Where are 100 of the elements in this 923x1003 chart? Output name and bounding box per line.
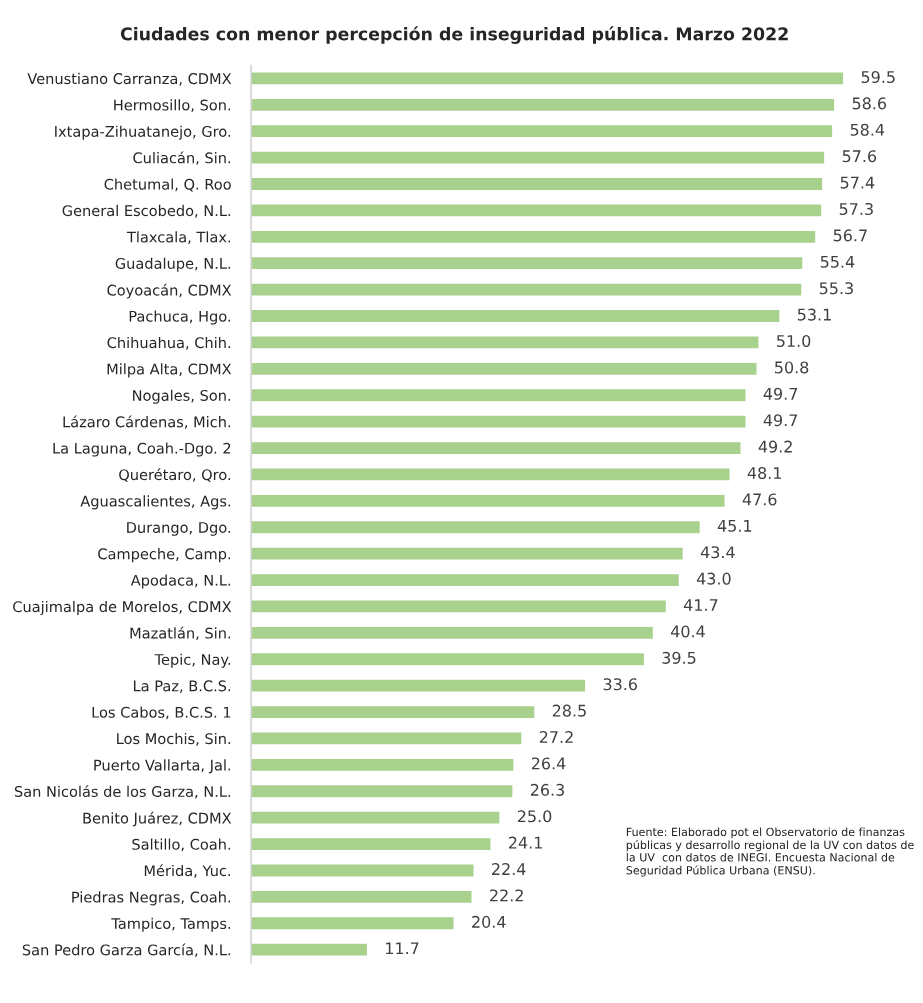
bar — [251, 335, 760, 350]
data-label: 24.1 — [508, 836, 542, 849]
bar — [251, 440, 742, 456]
bar — [251, 97, 836, 113]
data-label: 57.6 — [842, 150, 877, 163]
bar — [251, 414, 747, 429]
bar — [251, 783, 514, 799]
y-tick-label: Piedras Negras, Coah. — [72, 891, 231, 906]
y-tick-label: Tepic, Nay. — [154, 653, 231, 668]
data-label: 49.2 — [758, 440, 792, 453]
y-tick-label: Tlaxcala, Tlax. — [126, 231, 231, 245]
bar — [251, 308, 781, 324]
data-label: 58.6 — [852, 97, 887, 110]
bar — [251, 810, 501, 825]
bar — [251, 546, 685, 561]
data-label: 49.7 — [763, 414, 798, 427]
y-tick-label: Nogales, Son. — [133, 389, 231, 404]
bar — [251, 572, 681, 588]
y-tick-label: Ixtapa-Zihuatanejo, Gro. — [55, 125, 231, 140]
chart-title: Ciudades con menor percepción de inseguridad pública. Marzo 2022 — [120, 26, 788, 44]
data-label: 56.7 — [833, 229, 867, 242]
annotation: Fuente: Elaborado pot el Observatorio de finanzas públicas y desarrollo regional de la UV con datos de la UV con datos de INEGI. Encuesta Nacional de Seguridad Pública Urbana (ENSU). — [626, 827, 914, 877]
data-label: 45.1 — [717, 520, 752, 532]
data-label: 40.4 — [670, 625, 705, 638]
data-label: 39.5 — [662, 651, 696, 664]
y-tick-label: Los Mochis, Sin. — [117, 732, 231, 746]
data-label: 28.5 — [552, 704, 586, 717]
bar — [251, 467, 731, 482]
data-label: 27.2 — [539, 731, 573, 743]
y-tick-label: Tampico, Tamps. — [111, 917, 231, 932]
data-label: 57.4 — [840, 176, 875, 189]
y-tick-label: Hermosillo, Son. — [114, 99, 231, 113]
bar — [251, 651, 646, 667]
data-label: 33.6 — [603, 678, 638, 691]
bar — [251, 942, 369, 957]
y-tick-label: Mérida, Yuc. — [144, 864, 231, 878]
y-tick-label: Coyoacán, CDMX — [107, 283, 232, 299]
y-tick-label: Pachuca, Hgo. — [129, 310, 231, 325]
y-tick-label: Puerto Vallarta, Jal. — [94, 759, 231, 774]
data-label: 53.1 — [797, 308, 831, 321]
data-label: 55.4 — [820, 255, 855, 268]
bar — [251, 915, 455, 931]
bar — [251, 678, 587, 693]
bar — [251, 889, 473, 905]
data-label: 22.2 — [490, 889, 523, 902]
data-label: 22.4 — [492, 863, 526, 875]
data-label: 57.3 — [839, 202, 873, 216]
y-tick-label: Campeche, Camp. — [98, 548, 231, 563]
data-label: 25.0 — [517, 810, 552, 823]
bar — [251, 731, 523, 746]
y-tick-label: Saltillo, Coah. — [132, 838, 231, 852]
bar — [251, 757, 515, 773]
bar — [251, 361, 758, 377]
data-label: 47.6 — [742, 493, 777, 506]
y-tick-label: Milpa Alta, CDMX — [107, 363, 232, 378]
data-label: 43.4 — [700, 546, 735, 559]
data-label: 55.3 — [819, 282, 853, 295]
bar — [251, 704, 536, 720]
y-tick-label: Chihuahua, Chih. — [107, 336, 231, 350]
bar — [251, 150, 826, 165]
y-tick-label: Mazatlán, Sin. — [130, 626, 231, 641]
bar — [251, 282, 803, 297]
bar — [251, 519, 702, 535]
data-label: 11.7 — [386, 942, 419, 955]
y-tick-label: Lázaro Cárdenas, Mich. — [63, 415, 231, 429]
y-tick-label: Cuajimalpa de Morelos, CDMX — [13, 600, 232, 616]
y-tick-label: Guadalupe, N.L. — [115, 257, 231, 272]
y-tick-label: La Laguna, Coah.-Dgo. 2 — [53, 442, 231, 457]
y-tick-label: Apodaca, N.L. — [130, 574, 231, 589]
bar — [251, 493, 726, 509]
y-tick-label: Benito Juárez, CDMX — [83, 811, 232, 827]
data-label: 48.1 — [747, 466, 781, 480]
y-tick-label: Chetumal, Q. Roo — [104, 178, 231, 192]
bar — [251, 203, 823, 218]
bar — [251, 71, 845, 86]
data-label: 50.8 — [775, 361, 809, 374]
y-tick-label: Venustiano Carranza, CDMX — [27, 72, 232, 86]
y-tick-label: Aguascalientes, Ags. — [80, 495, 231, 510]
y-tick-label: San Nicolás de los Garza, N.L. — [14, 785, 231, 799]
data-label: 26.3 — [530, 783, 565, 796]
bar — [251, 255, 804, 271]
bar — [251, 123, 834, 139]
bar — [251, 863, 475, 878]
bar — [251, 599, 668, 614]
data-label: 49.7 — [763, 387, 798, 400]
data-label: 58.4 — [850, 123, 885, 136]
bar — [251, 625, 655, 641]
y-tick-label: Los Cabos, B.C.S. 1 — [92, 706, 231, 720]
data-label: 59.5 — [861, 70, 895, 84]
y-tick-label: Durango, Dgo. — [127, 522, 231, 536]
data-label: 26.4 — [531, 757, 566, 770]
bar — [251, 176, 824, 192]
y-tick-label: Querétaro, Qro. — [119, 468, 231, 482]
data-label: 43.0 — [696, 572, 731, 585]
y-tick-label: La Paz, B.C.S. — [134, 680, 231, 693]
data-label: 51.0 — [777, 334, 811, 348]
data-label: 41.7 — [683, 599, 718, 611]
y-tick-label: Culiacán, Sin. — [133, 151, 231, 165]
y-tick-label: General Escobedo, N.L. — [62, 204, 231, 218]
y-tick-label: San Pedro Garza García, N.L. — [22, 943, 231, 957]
